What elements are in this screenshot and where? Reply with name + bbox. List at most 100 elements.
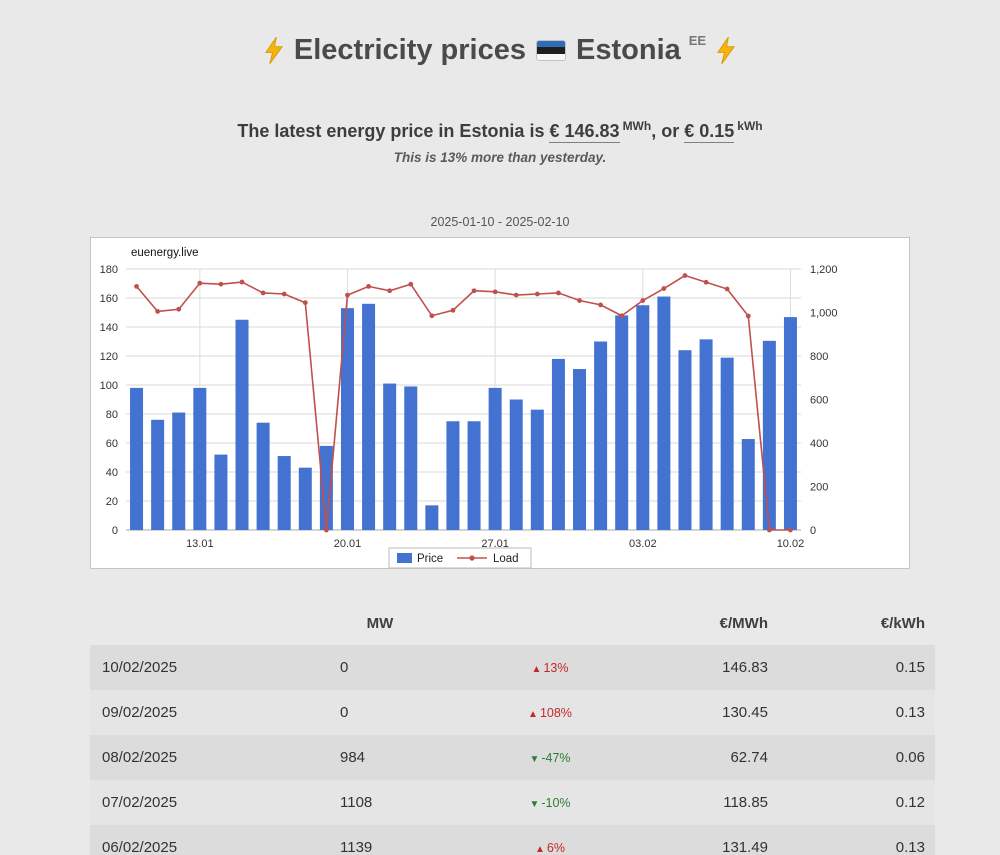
price-bar [235,319,249,530]
left-axis-tick: 0 [112,525,118,537]
change-arrow-icon: ▲ [528,708,538,720]
load-point [682,273,688,278]
legend-price-swatch [397,553,412,563]
load-point [323,527,329,533]
change-arrow-icon: ▲ [531,663,542,675]
load-point [260,290,266,296]
price-bar [783,317,797,530]
change-arrow-icon: ▼ [529,798,540,810]
table-row: 07/02/2025 1108 ▼ -10% 118.85 0.12 [90,780,935,825]
date-cell: 07/02/2025 [102,794,178,811]
load-line [135,274,791,531]
price-kwh-cell: 0.12 [895,794,925,811]
left-axis-tick: 40 [106,467,118,479]
change-percent: 13% [543,660,569,675]
price-bar [319,445,333,530]
load-point [366,284,371,289]
mw-cell: 1108 [340,794,373,811]
change-percent: 108% [539,705,572,720]
table-header-row: MW €/MWh €/kWh [90,609,935,637]
load-point [302,300,308,306]
load-point [471,288,477,294]
load-point [619,313,625,319]
price-bar [214,454,228,530]
load-point [556,290,561,296]
x-axis-tick: 13.01 [186,538,214,550]
load-point [408,281,414,287]
price-bar [594,341,608,530]
legend-price-label: Price [417,553,443,565]
price-bar [467,421,481,530]
table-row: 06/02/2025 1139 ▲ 6% 131.49 0.13 [90,825,935,855]
price-kwh-cell: 0.15 [895,659,925,676]
legend-load-label: Load [493,553,519,565]
right-axis-tick: 1,000 [810,308,838,320]
load-point [176,306,182,312]
price-bar [340,308,354,530]
change-arrow-icon: ▼ [529,753,540,765]
chart-canvas: 0 20 40 60 80 100 120 140 160 180 0 200 400 600 800 1,0… [100,247,838,569]
mw-cell: 0 [340,659,349,676]
change-percent: -47% [541,750,571,765]
price-bar [699,339,713,530]
load-point [788,527,793,533]
load-point [703,279,709,285]
price-bar [741,439,755,530]
change-cell: ▲ 108% [460,706,640,720]
load-point [661,286,667,291]
price-mwh-cell: 130.45 [722,704,768,721]
right-axis-tick: 800 [810,351,828,363]
lightning-icon-left [264,36,283,65]
price-mwh-cell: 146.83 [722,659,768,676]
table-body: 10/02/2025 0 ▲ 13% 146.83 0.15 09/02/2025… [90,645,935,855]
left-axis-tick: 80 [106,409,118,421]
header-price-kwh: €/kWh [880,614,925,632]
change-cell: ▲ 6% [460,841,640,855]
price-bar [762,340,776,530]
left-axis-tick: 140 [100,322,118,334]
price-bar [509,399,523,530]
latest-price-line: The latest energy price in Estonia is € … [0,119,1000,143]
mw-cell: 984 [340,749,366,766]
page-title: Electricity prices Estonia EE [0,33,1000,66]
price-bar [488,387,502,530]
load-point [281,291,287,297]
load-point [577,298,582,303]
price-bar [256,422,270,530]
load-point [724,286,730,292]
date-cell: 09/02/2025 [102,704,178,721]
x-axis-tick: 20.01 [334,538,362,550]
price-bar [615,315,629,530]
price-bar [657,296,671,530]
change-percent: -10% [541,795,571,810]
price-bar [573,369,587,530]
page-title-text: Electricity prices [293,34,527,66]
date-cell: 10/02/2025 [102,659,178,676]
price-load-chart: 0 20 40 60 80 100 120 140 160 180 0 200 400 600 800 1,0… [90,237,910,569]
load-point [345,292,350,298]
price-table: MW €/MWh €/kWh 10/02/2025 0 ▲ 13% 146.83 … [90,609,935,855]
load-point [155,309,161,314]
price-bar [636,305,650,530]
price-per-mwh: € 146.83 [549,121,620,143]
mw-cell: 1139 [340,839,373,855]
load-point [534,291,540,297]
x-axis-tick: 27.01 [481,538,509,550]
country-name: Estonia [576,34,681,66]
lightning-icon-right [717,36,736,65]
price-bar [446,421,460,530]
right-axis-tick: 1,200 [810,264,838,276]
price-per-kwh: € 0.15 [684,121,735,143]
comparison-note: This is 13% more than yesterday. [393,150,607,165]
price-mwh-cell: 62.74 [730,749,768,766]
chart-watermark: euenergy.live [131,247,199,259]
load-point [134,284,139,289]
load-point [598,302,604,308]
latest-price-prefix: The latest energy price in Estonia is [237,121,545,141]
price-bar [425,505,439,530]
country-code: EE [688,33,707,48]
load-point [218,281,224,287]
left-axis-tick: 120 [100,351,118,363]
left-axis-tick: 160 [100,293,118,305]
